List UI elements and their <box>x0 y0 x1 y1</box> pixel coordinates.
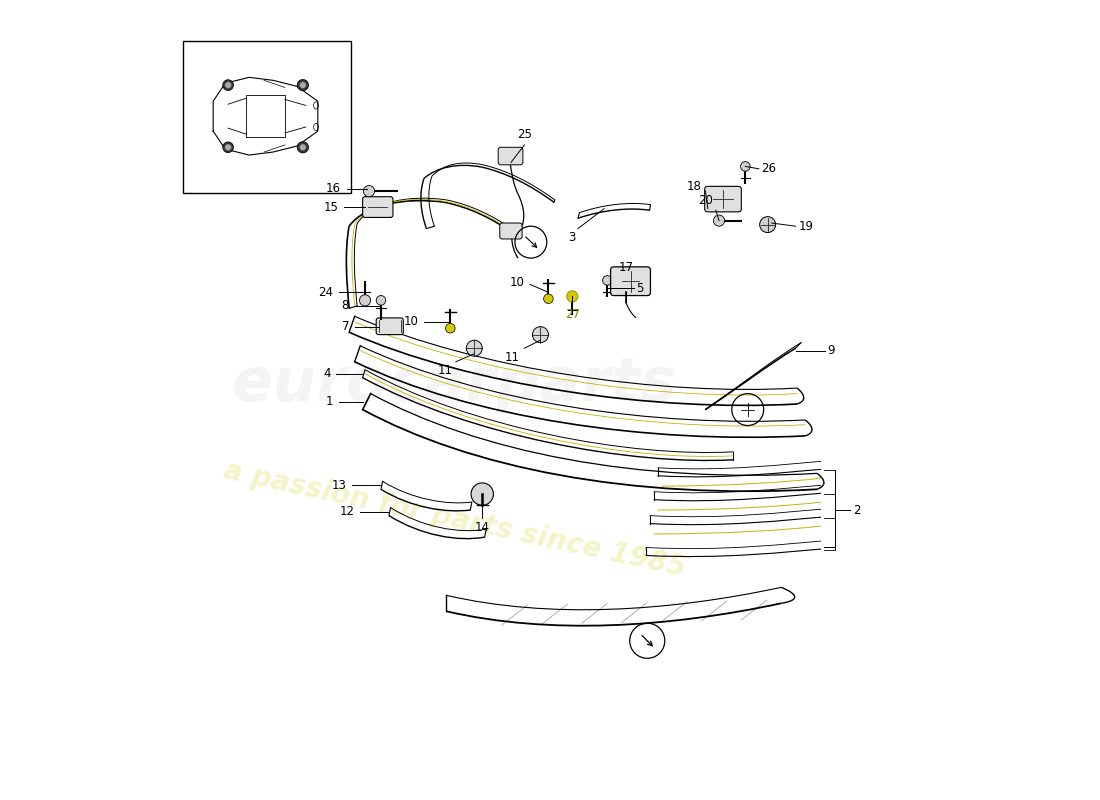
Text: 7: 7 <box>342 320 349 333</box>
Text: 17: 17 <box>618 261 634 274</box>
Circle shape <box>471 483 494 506</box>
Circle shape <box>566 290 578 302</box>
Text: 26: 26 <box>761 162 777 175</box>
Circle shape <box>224 144 231 150</box>
Text: 27: 27 <box>564 308 580 322</box>
Circle shape <box>297 142 308 153</box>
Bar <box>184 42 351 193</box>
Text: 11: 11 <box>505 350 519 363</box>
FancyBboxPatch shape <box>363 197 393 218</box>
Text: 20: 20 <box>698 194 714 207</box>
Circle shape <box>299 82 306 88</box>
Text: 24: 24 <box>318 286 333 299</box>
Text: 19: 19 <box>799 220 814 233</box>
Circle shape <box>603 276 613 285</box>
Text: 15: 15 <box>323 201 339 214</box>
Circle shape <box>224 82 231 88</box>
Circle shape <box>466 340 482 356</box>
Circle shape <box>740 162 750 171</box>
Circle shape <box>714 215 725 226</box>
Text: 25: 25 <box>517 128 532 141</box>
Text: 3: 3 <box>569 231 576 244</box>
Text: 18: 18 <box>686 180 702 193</box>
Text: 14: 14 <box>475 521 490 534</box>
Text: 9: 9 <box>827 344 835 357</box>
Circle shape <box>446 323 455 333</box>
Text: 10: 10 <box>509 275 525 289</box>
Circle shape <box>297 79 308 90</box>
Circle shape <box>222 142 233 153</box>
Text: 5: 5 <box>636 282 644 295</box>
Text: 1: 1 <box>326 395 333 408</box>
Circle shape <box>376 295 386 305</box>
Text: 13: 13 <box>332 479 346 492</box>
Text: 16: 16 <box>326 182 341 195</box>
Text: a passion for parts since 1985: a passion for parts since 1985 <box>221 457 688 582</box>
Text: 8: 8 <box>342 299 349 313</box>
Circle shape <box>543 294 553 303</box>
FancyBboxPatch shape <box>499 223 522 239</box>
FancyBboxPatch shape <box>376 318 404 334</box>
Text: 2: 2 <box>852 503 860 517</box>
FancyBboxPatch shape <box>705 186 741 212</box>
Circle shape <box>299 144 306 150</box>
Text: 4: 4 <box>323 367 331 380</box>
Circle shape <box>360 294 371 306</box>
Text: 11: 11 <box>438 364 453 377</box>
Circle shape <box>532 326 549 342</box>
Circle shape <box>760 217 775 233</box>
FancyBboxPatch shape <box>610 267 650 295</box>
Text: eurocarparts: eurocarparts <box>232 354 678 414</box>
Text: 12: 12 <box>340 505 354 518</box>
Text: 10: 10 <box>404 315 418 328</box>
Circle shape <box>222 80 233 90</box>
Circle shape <box>363 186 375 197</box>
FancyBboxPatch shape <box>498 147 522 165</box>
